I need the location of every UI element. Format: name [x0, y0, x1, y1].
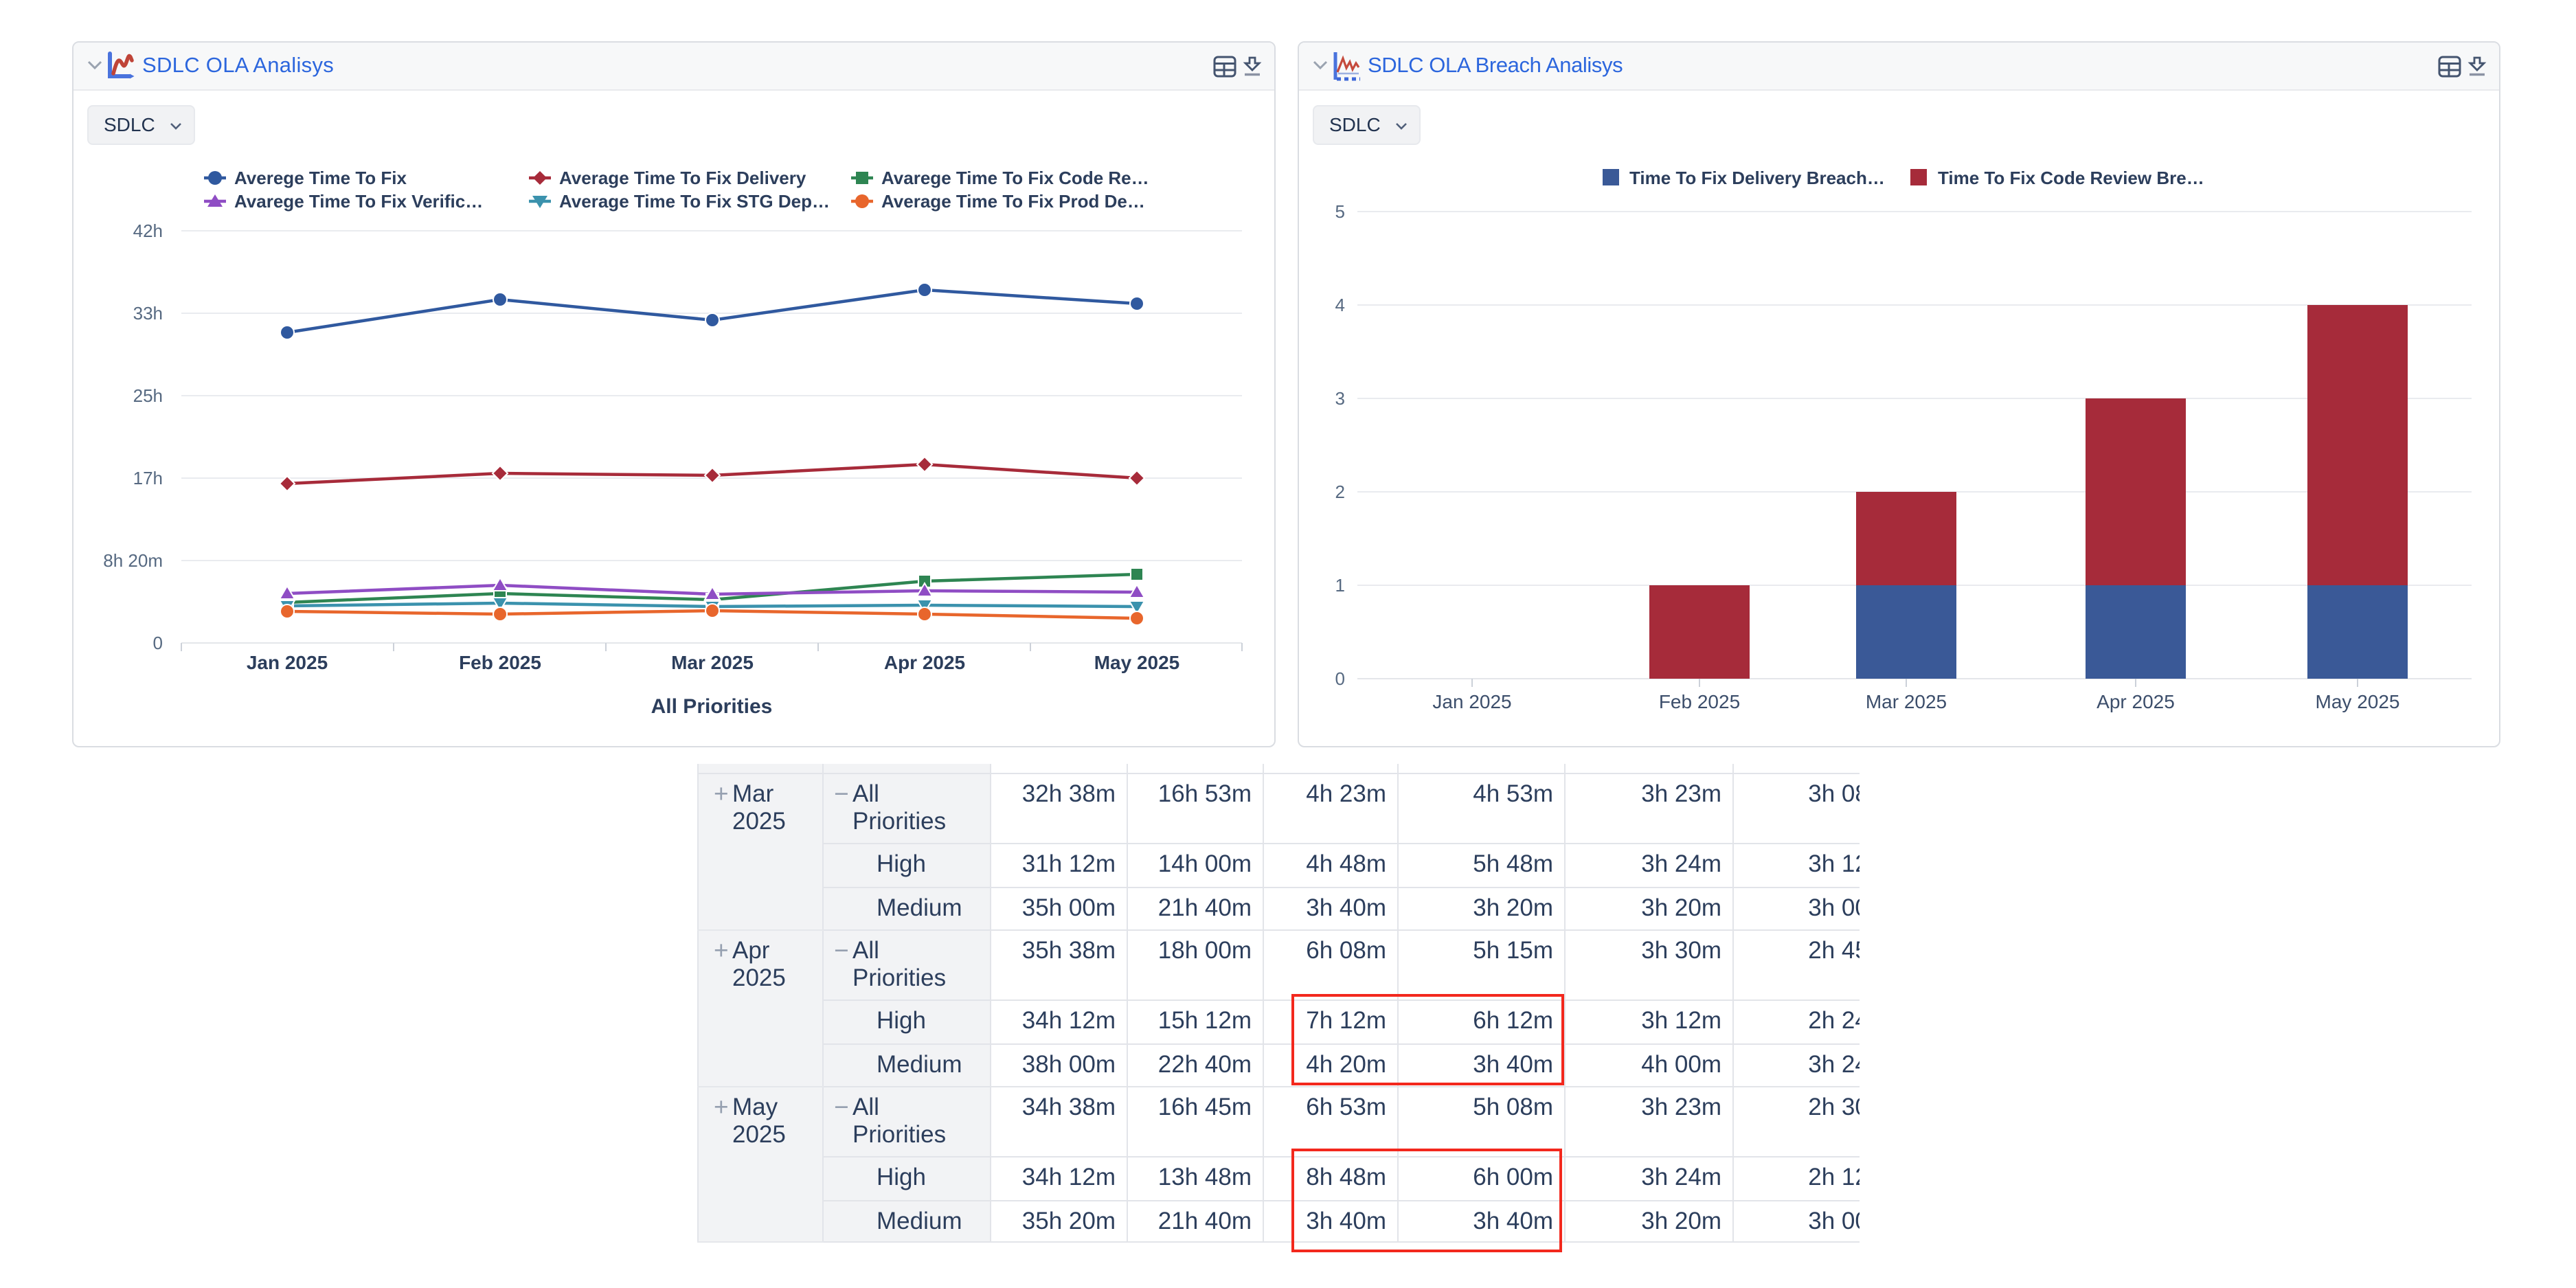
svg-text:2: 2: [1335, 482, 1345, 502]
svg-text:Apr 2025: Apr 2025: [884, 652, 965, 673]
svg-text:Time To Fix Delivery Breach…: Time To Fix Delivery Breach…: [1629, 168, 1885, 188]
svg-text:May 2025: May 2025: [2316, 691, 2400, 712]
svg-text:42h: 42h: [133, 221, 163, 241]
svg-text:Feb 2025: Feb 2025: [459, 652, 541, 673]
svg-text:Feb 2025: Feb 2025: [1659, 691, 1740, 712]
svg-text:0: 0: [1335, 668, 1345, 689]
svg-text:0: 0: [153, 633, 163, 653]
svg-text:May 2025: May 2025: [1094, 652, 1180, 673]
svg-text:3: 3: [1335, 388, 1345, 409]
svg-text:8h 20m: 8h 20m: [103, 550, 163, 571]
svg-text:Avarege Time To Fix Code Re…: Avarege Time To Fix Code Re…: [881, 168, 1149, 188]
svg-text:Mar 2025: Mar 2025: [671, 652, 754, 673]
svg-text:17h: 17h: [133, 468, 163, 488]
svg-text:Jan 2025: Jan 2025: [1432, 691, 1511, 712]
svg-text:Average Time To Fix STG Dep…: Average Time To Fix STG Dep…: [559, 191, 830, 212]
svg-text:25h: 25h: [133, 385, 163, 406]
svg-text:Time To Fix Code Review Bre…: Time To Fix Code Review Bre…: [1938, 168, 2204, 188]
svg-text:4: 4: [1335, 295, 1345, 315]
svg-text:Average Time To Fix Prod De…: Average Time To Fix Prod De…: [881, 191, 1145, 212]
svg-text:Avarege Time To Fix Verific…: Avarege Time To Fix Verific…: [234, 191, 483, 212]
svg-text:Mar 2025: Mar 2025: [1866, 691, 1947, 712]
svg-text:Averege Time To Fix: Averege Time To Fix: [234, 168, 407, 188]
svg-text:33h: 33h: [133, 303, 163, 324]
svg-text:Apr 2025: Apr 2025: [2097, 691, 2175, 712]
svg-text:All Priorities: All Priorities: [651, 695, 773, 718]
svg-text:Jan 2025: Jan 2025: [247, 652, 328, 673]
svg-text:Average Time To Fix Delivery: Average Time To Fix Delivery: [559, 168, 806, 188]
svg-text:1: 1: [1335, 575, 1345, 596]
svg-text:5: 5: [1335, 201, 1345, 222]
